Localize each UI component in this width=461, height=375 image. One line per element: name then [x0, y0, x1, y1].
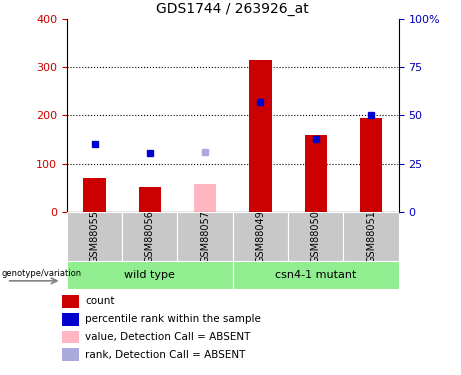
Bar	[61, 313, 79, 326]
Bar	[61, 331, 79, 344]
Text: genotype/variation: genotype/variation	[1, 268, 82, 278]
Text: rank, Detection Call = ABSENT: rank, Detection Call = ABSENT	[85, 350, 245, 360]
Text: GSM88051: GSM88051	[366, 210, 376, 262]
Bar	[305, 135, 327, 212]
Bar	[194, 184, 216, 212]
Text: csn4-1 mutant: csn4-1 mutant	[275, 270, 356, 280]
Bar	[61, 295, 79, 308]
Bar	[122, 212, 177, 261]
Bar	[177, 212, 233, 261]
Text: value, Detection Call = ABSENT: value, Detection Call = ABSENT	[85, 332, 250, 342]
Bar	[249, 60, 272, 212]
Text: GSM88050: GSM88050	[311, 210, 321, 262]
Text: GSM88057: GSM88057	[200, 210, 210, 263]
Bar	[233, 212, 288, 261]
Text: GSM88055: GSM88055	[89, 210, 100, 263]
Bar	[67, 212, 122, 261]
Bar	[67, 261, 233, 289]
Text: percentile rank within the sample: percentile rank within the sample	[85, 314, 261, 324]
Text: GSM88049: GSM88049	[255, 210, 266, 262]
Text: wild type: wild type	[124, 270, 175, 280]
Bar	[360, 118, 382, 212]
Text: GSM88056: GSM88056	[145, 210, 155, 262]
Bar	[139, 187, 161, 212]
Title: GDS1744 / 263926_at: GDS1744 / 263926_at	[156, 2, 309, 16]
Bar	[233, 261, 399, 289]
Bar	[61, 348, 79, 361]
Bar	[83, 178, 106, 212]
Text: count: count	[85, 296, 114, 306]
Bar	[343, 212, 399, 261]
Bar	[288, 212, 343, 261]
